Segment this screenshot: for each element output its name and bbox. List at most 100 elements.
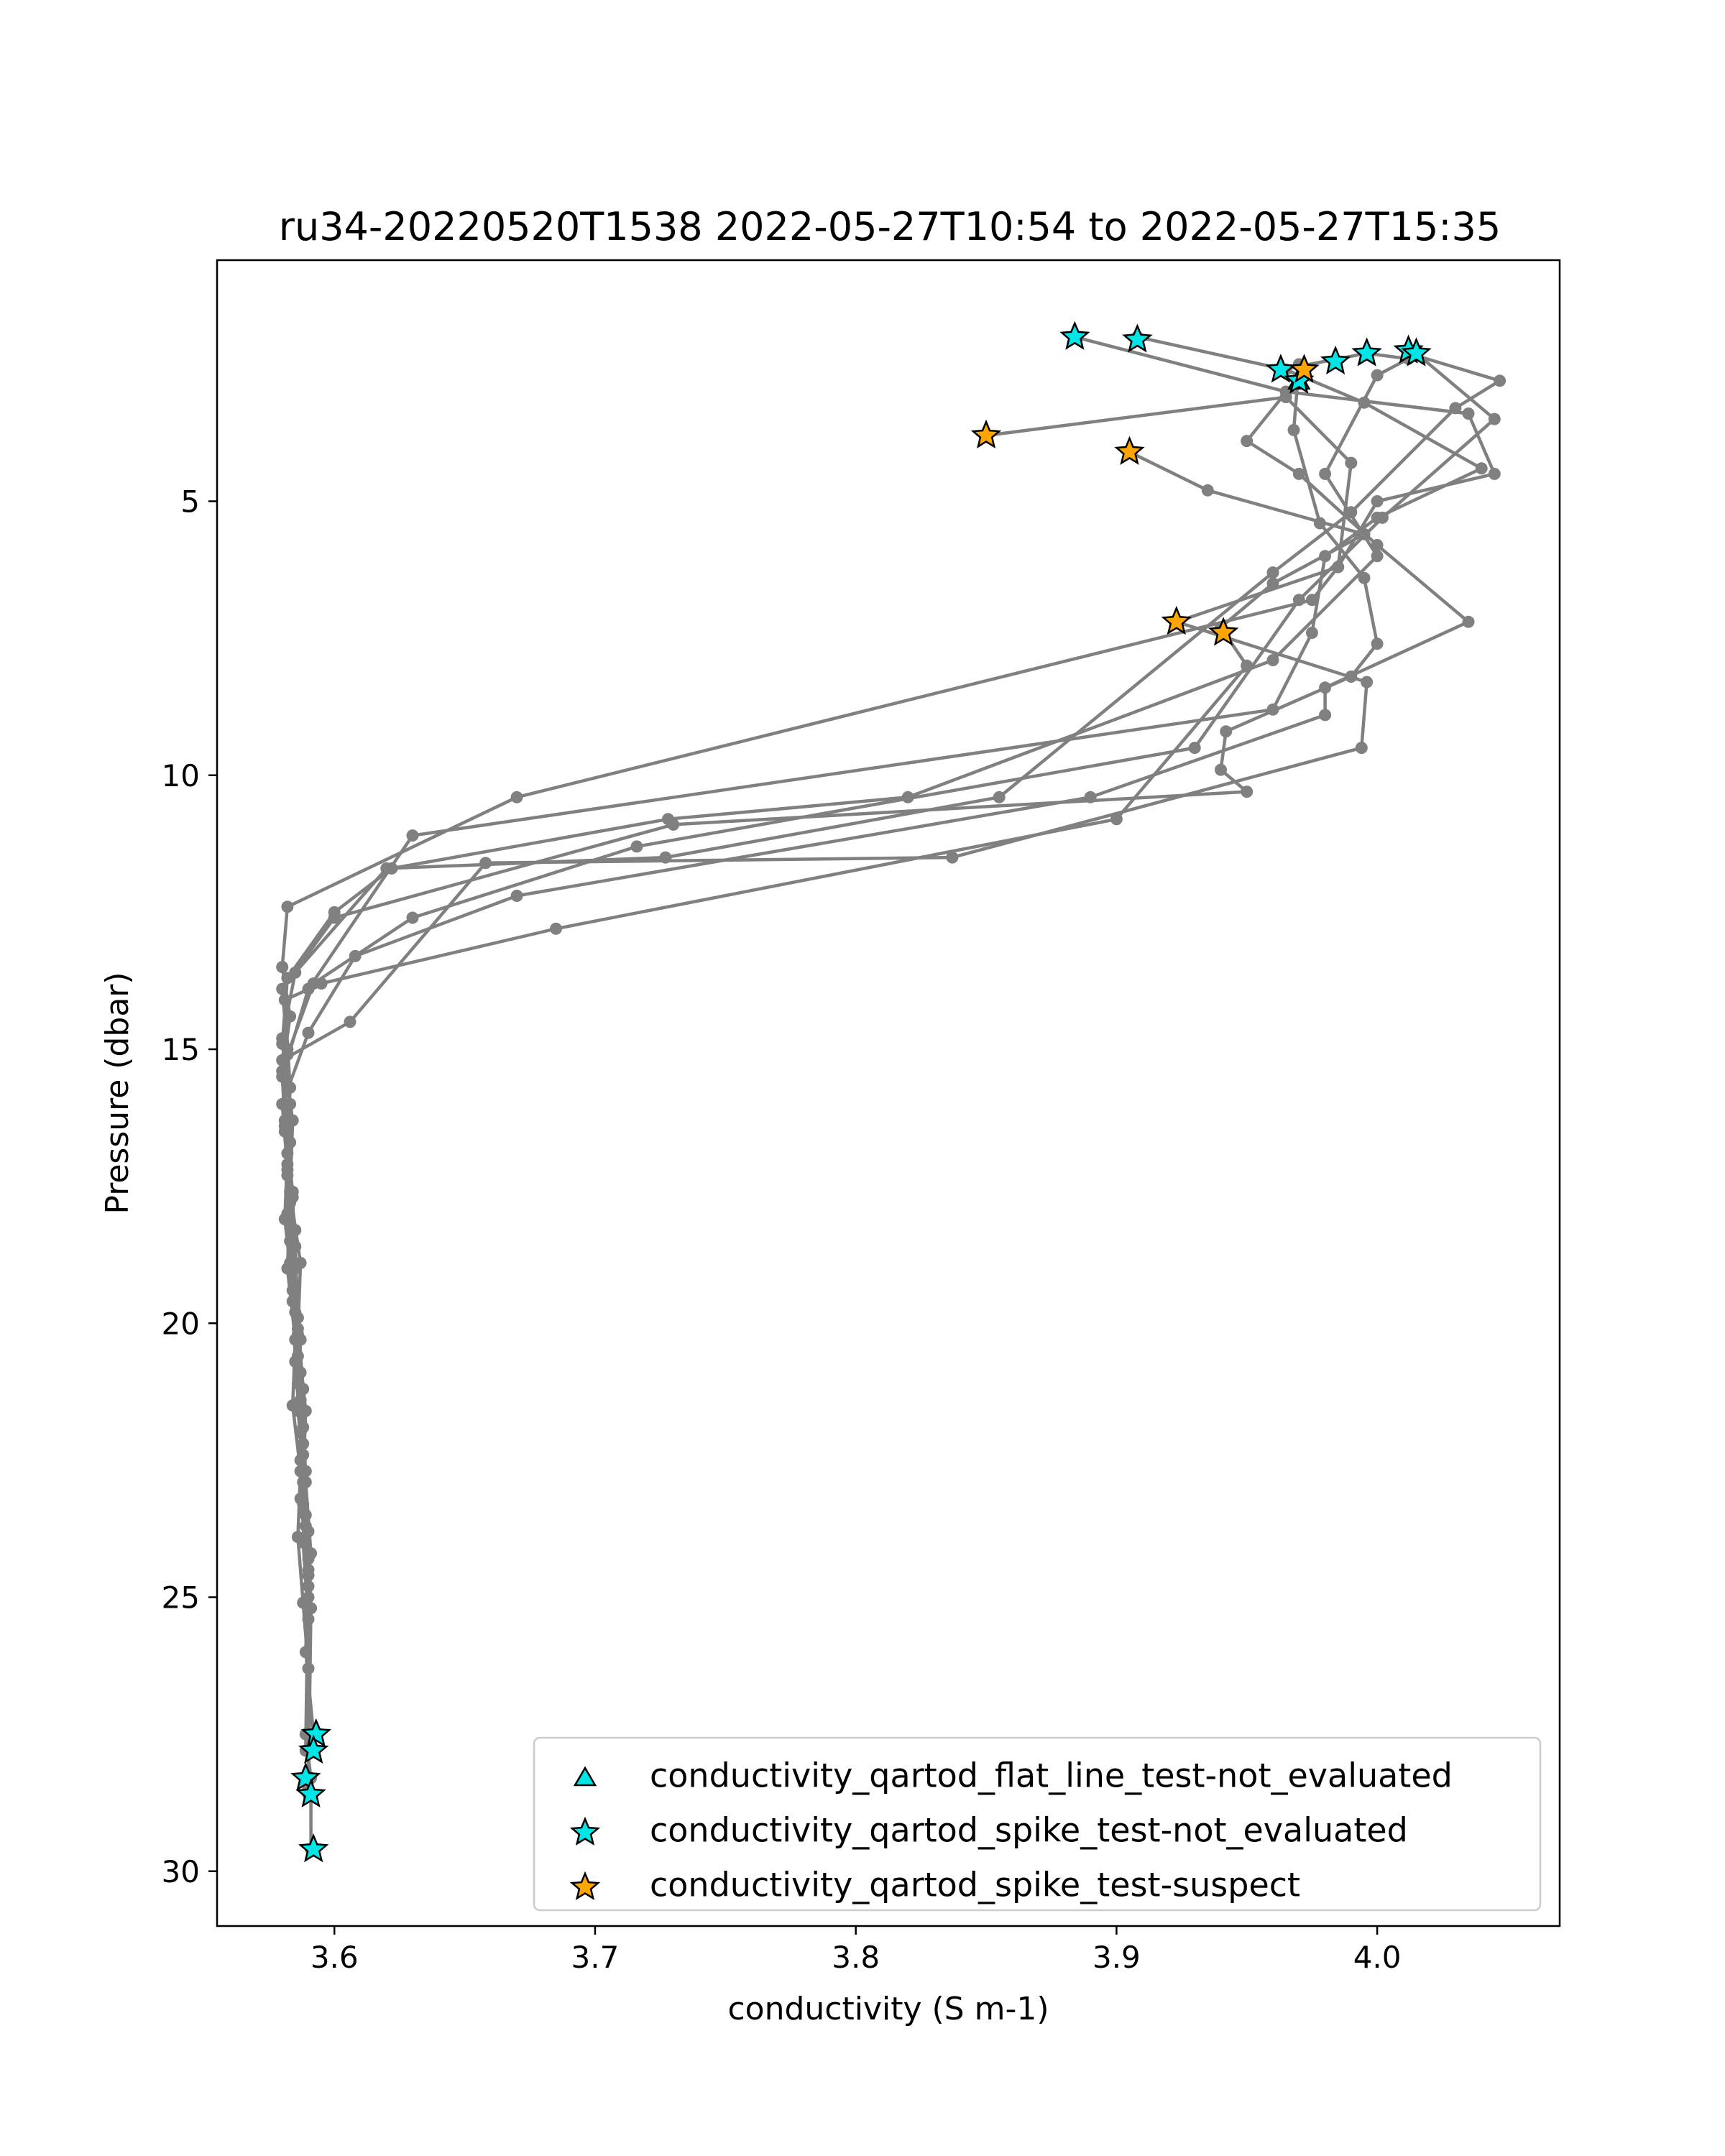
data-point	[276, 1054, 289, 1067]
data-point	[1266, 577, 1279, 590]
spike-not-evaluated-marker	[300, 1718, 331, 1748]
data-point	[281, 1207, 294, 1220]
data-point	[1266, 566, 1279, 579]
data-point	[344, 1015, 356, 1028]
data-point	[1371, 637, 1384, 650]
y-axis-label: Pressure (dbar)	[99, 972, 136, 1214]
legend-triangle-marker	[573, 1766, 597, 1787]
data-point	[1358, 571, 1371, 584]
y-tick-label: 5	[180, 484, 200, 520]
y-tick-label: 10	[162, 758, 200, 793]
data-point	[630, 840, 643, 853]
data-point	[1220, 725, 1233, 738]
x-axis-label: conductivity (S m-1)	[727, 1991, 1049, 2027]
data-point	[1371, 369, 1384, 382]
data-point	[1292, 467, 1305, 480]
data-point	[1319, 681, 1332, 694]
legend-entry-spike-not-evaluated: conductivity_qartod_spike_test-not_evalu…	[650, 1811, 1408, 1850]
data-point	[1449, 402, 1462, 415]
data-point	[1371, 495, 1384, 507]
data-point	[1319, 709, 1332, 722]
data-point	[302, 1591, 315, 1603]
data-point	[276, 961, 289, 974]
data-point	[281, 900, 294, 913]
spike-not-evaluated-marker	[1122, 323, 1153, 353]
data-point	[1188, 742, 1201, 755]
y-tick-label: 30	[162, 1854, 200, 1889]
data-point	[1488, 413, 1501, 425]
data-point	[946, 851, 959, 864]
data-point	[1292, 594, 1305, 607]
y-tick-label: 15	[162, 1032, 200, 1067]
x-tick-label: 3.7	[571, 1940, 620, 1975]
data-point	[550, 922, 562, 935]
y-axis: 5 10 15 20 25 30	[162, 484, 217, 1889]
spike-not-evaluated-marker	[298, 1833, 329, 1863]
profile-line-6	[280, 364, 1379, 1554]
data-point	[1241, 786, 1254, 798]
data-point	[1305, 594, 1318, 607]
flag-layer	[290, 321, 1432, 1863]
profile-line-9	[283, 450, 1366, 1587]
data-point	[284, 1081, 297, 1094]
data-point	[1287, 423, 1300, 436]
data-point	[349, 949, 362, 962]
spike-not-evaluated-marker	[1320, 345, 1351, 375]
data-point	[1358, 528, 1371, 540]
data-point	[1494, 374, 1506, 387]
data-point	[406, 829, 419, 842]
data-point	[1488, 467, 1501, 480]
data-point	[1319, 467, 1332, 480]
x-tick-label: 3.9	[1092, 1940, 1141, 1975]
legend-entry-spike-suspect: conductivity_qartod_spike_test-suspect	[650, 1866, 1300, 1904]
data-point	[1345, 506, 1358, 519]
spike-not-evaluated-marker	[298, 1734, 329, 1764]
data-point	[1305, 627, 1318, 639]
data-point	[297, 1437, 310, 1450]
spike-suspect-marker	[1208, 617, 1239, 646]
data-point	[281, 1158, 294, 1171]
y-tick-label: 20	[162, 1306, 200, 1341]
data-point	[1345, 456, 1358, 469]
plot-frame	[216, 259, 1561, 1927]
data-point	[406, 911, 419, 924]
spike-not-evaluated-marker	[1401, 337, 1432, 367]
x-tick-label: 4.0	[1353, 1940, 1402, 1975]
data-point	[1215, 763, 1227, 776]
data-point	[1084, 791, 1097, 803]
data-point	[1241, 435, 1254, 448]
spike-not-evaluated-marker	[1351, 337, 1382, 367]
data-point	[1201, 484, 1214, 497]
data-point	[1462, 407, 1475, 420]
data-point	[1376, 511, 1389, 524]
data-point	[294, 1366, 307, 1379]
data-point	[1371, 550, 1384, 563]
spike-suspect-marker	[1289, 354, 1320, 383]
legend-star-marker-suspect	[569, 1871, 601, 1901]
spike-not-evaluated-marker	[1059, 321, 1090, 350]
data-point	[315, 977, 328, 990]
data-point	[510, 890, 523, 902]
legend-star-marker-not-evaluated	[569, 1816, 601, 1846]
data-point	[328, 911, 341, 924]
legend: conductivity_qartod_flat_line_test-not_e…	[533, 1736, 1542, 1912]
data-point	[993, 791, 1006, 803]
data-point	[289, 1279, 302, 1291]
data-point	[278, 993, 291, 1006]
data-point	[1332, 561, 1345, 573]
spike-suspect-marker	[1114, 436, 1145, 465]
data-point	[284, 1136, 297, 1149]
data-point	[302, 1613, 315, 1626]
y-tick-label: 25	[162, 1580, 200, 1616]
spike-suspect-marker	[970, 419, 1002, 449]
data-point	[1475, 462, 1488, 475]
data-point	[1361, 676, 1374, 688]
data-point	[1355, 742, 1368, 755]
data-point	[1462, 615, 1475, 628]
data-point	[1266, 654, 1279, 667]
data-point	[302, 1026, 315, 1039]
data-point	[1110, 813, 1123, 826]
data-point	[289, 1224, 302, 1237]
data-point	[510, 791, 523, 803]
